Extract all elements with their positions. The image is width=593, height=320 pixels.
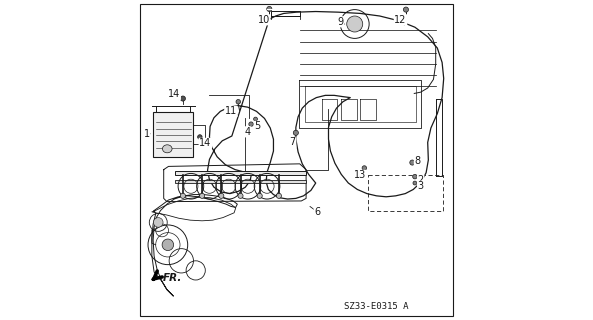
Text: 9: 9 xyxy=(337,17,344,27)
Ellipse shape xyxy=(162,145,172,153)
Circle shape xyxy=(362,166,366,170)
Circle shape xyxy=(180,96,186,101)
Text: 11: 11 xyxy=(225,106,237,116)
Text: 3: 3 xyxy=(417,181,424,191)
Circle shape xyxy=(267,6,272,12)
Bar xyxy=(175,171,306,175)
Text: FR.: FR. xyxy=(162,273,182,284)
Circle shape xyxy=(413,181,417,185)
Text: 12: 12 xyxy=(394,15,407,25)
Circle shape xyxy=(276,193,282,198)
Text: 5: 5 xyxy=(254,121,260,132)
Circle shape xyxy=(180,193,186,198)
Circle shape xyxy=(236,100,241,104)
Circle shape xyxy=(249,122,253,126)
Circle shape xyxy=(347,16,363,32)
Circle shape xyxy=(154,218,163,227)
Text: 14: 14 xyxy=(168,89,180,100)
Circle shape xyxy=(197,135,202,139)
Circle shape xyxy=(413,174,417,179)
Bar xyxy=(153,112,193,157)
Text: SZ33-E0315 A: SZ33-E0315 A xyxy=(343,302,408,311)
Text: 14: 14 xyxy=(199,138,212,148)
Circle shape xyxy=(294,130,298,135)
Text: 1: 1 xyxy=(144,129,150,139)
Circle shape xyxy=(257,193,262,198)
Circle shape xyxy=(238,193,243,198)
Text: 10: 10 xyxy=(258,15,270,25)
Circle shape xyxy=(254,117,257,121)
Circle shape xyxy=(403,7,409,12)
Circle shape xyxy=(162,239,174,251)
Text: 2: 2 xyxy=(417,175,424,185)
Circle shape xyxy=(410,160,415,165)
Text: 4: 4 xyxy=(245,127,251,137)
Text: 7: 7 xyxy=(289,137,296,148)
Circle shape xyxy=(199,193,205,198)
Bar xyxy=(175,180,306,183)
Text: 8: 8 xyxy=(415,156,420,166)
Circle shape xyxy=(219,193,224,198)
Text: 13: 13 xyxy=(354,170,366,180)
Text: 6: 6 xyxy=(314,207,320,217)
